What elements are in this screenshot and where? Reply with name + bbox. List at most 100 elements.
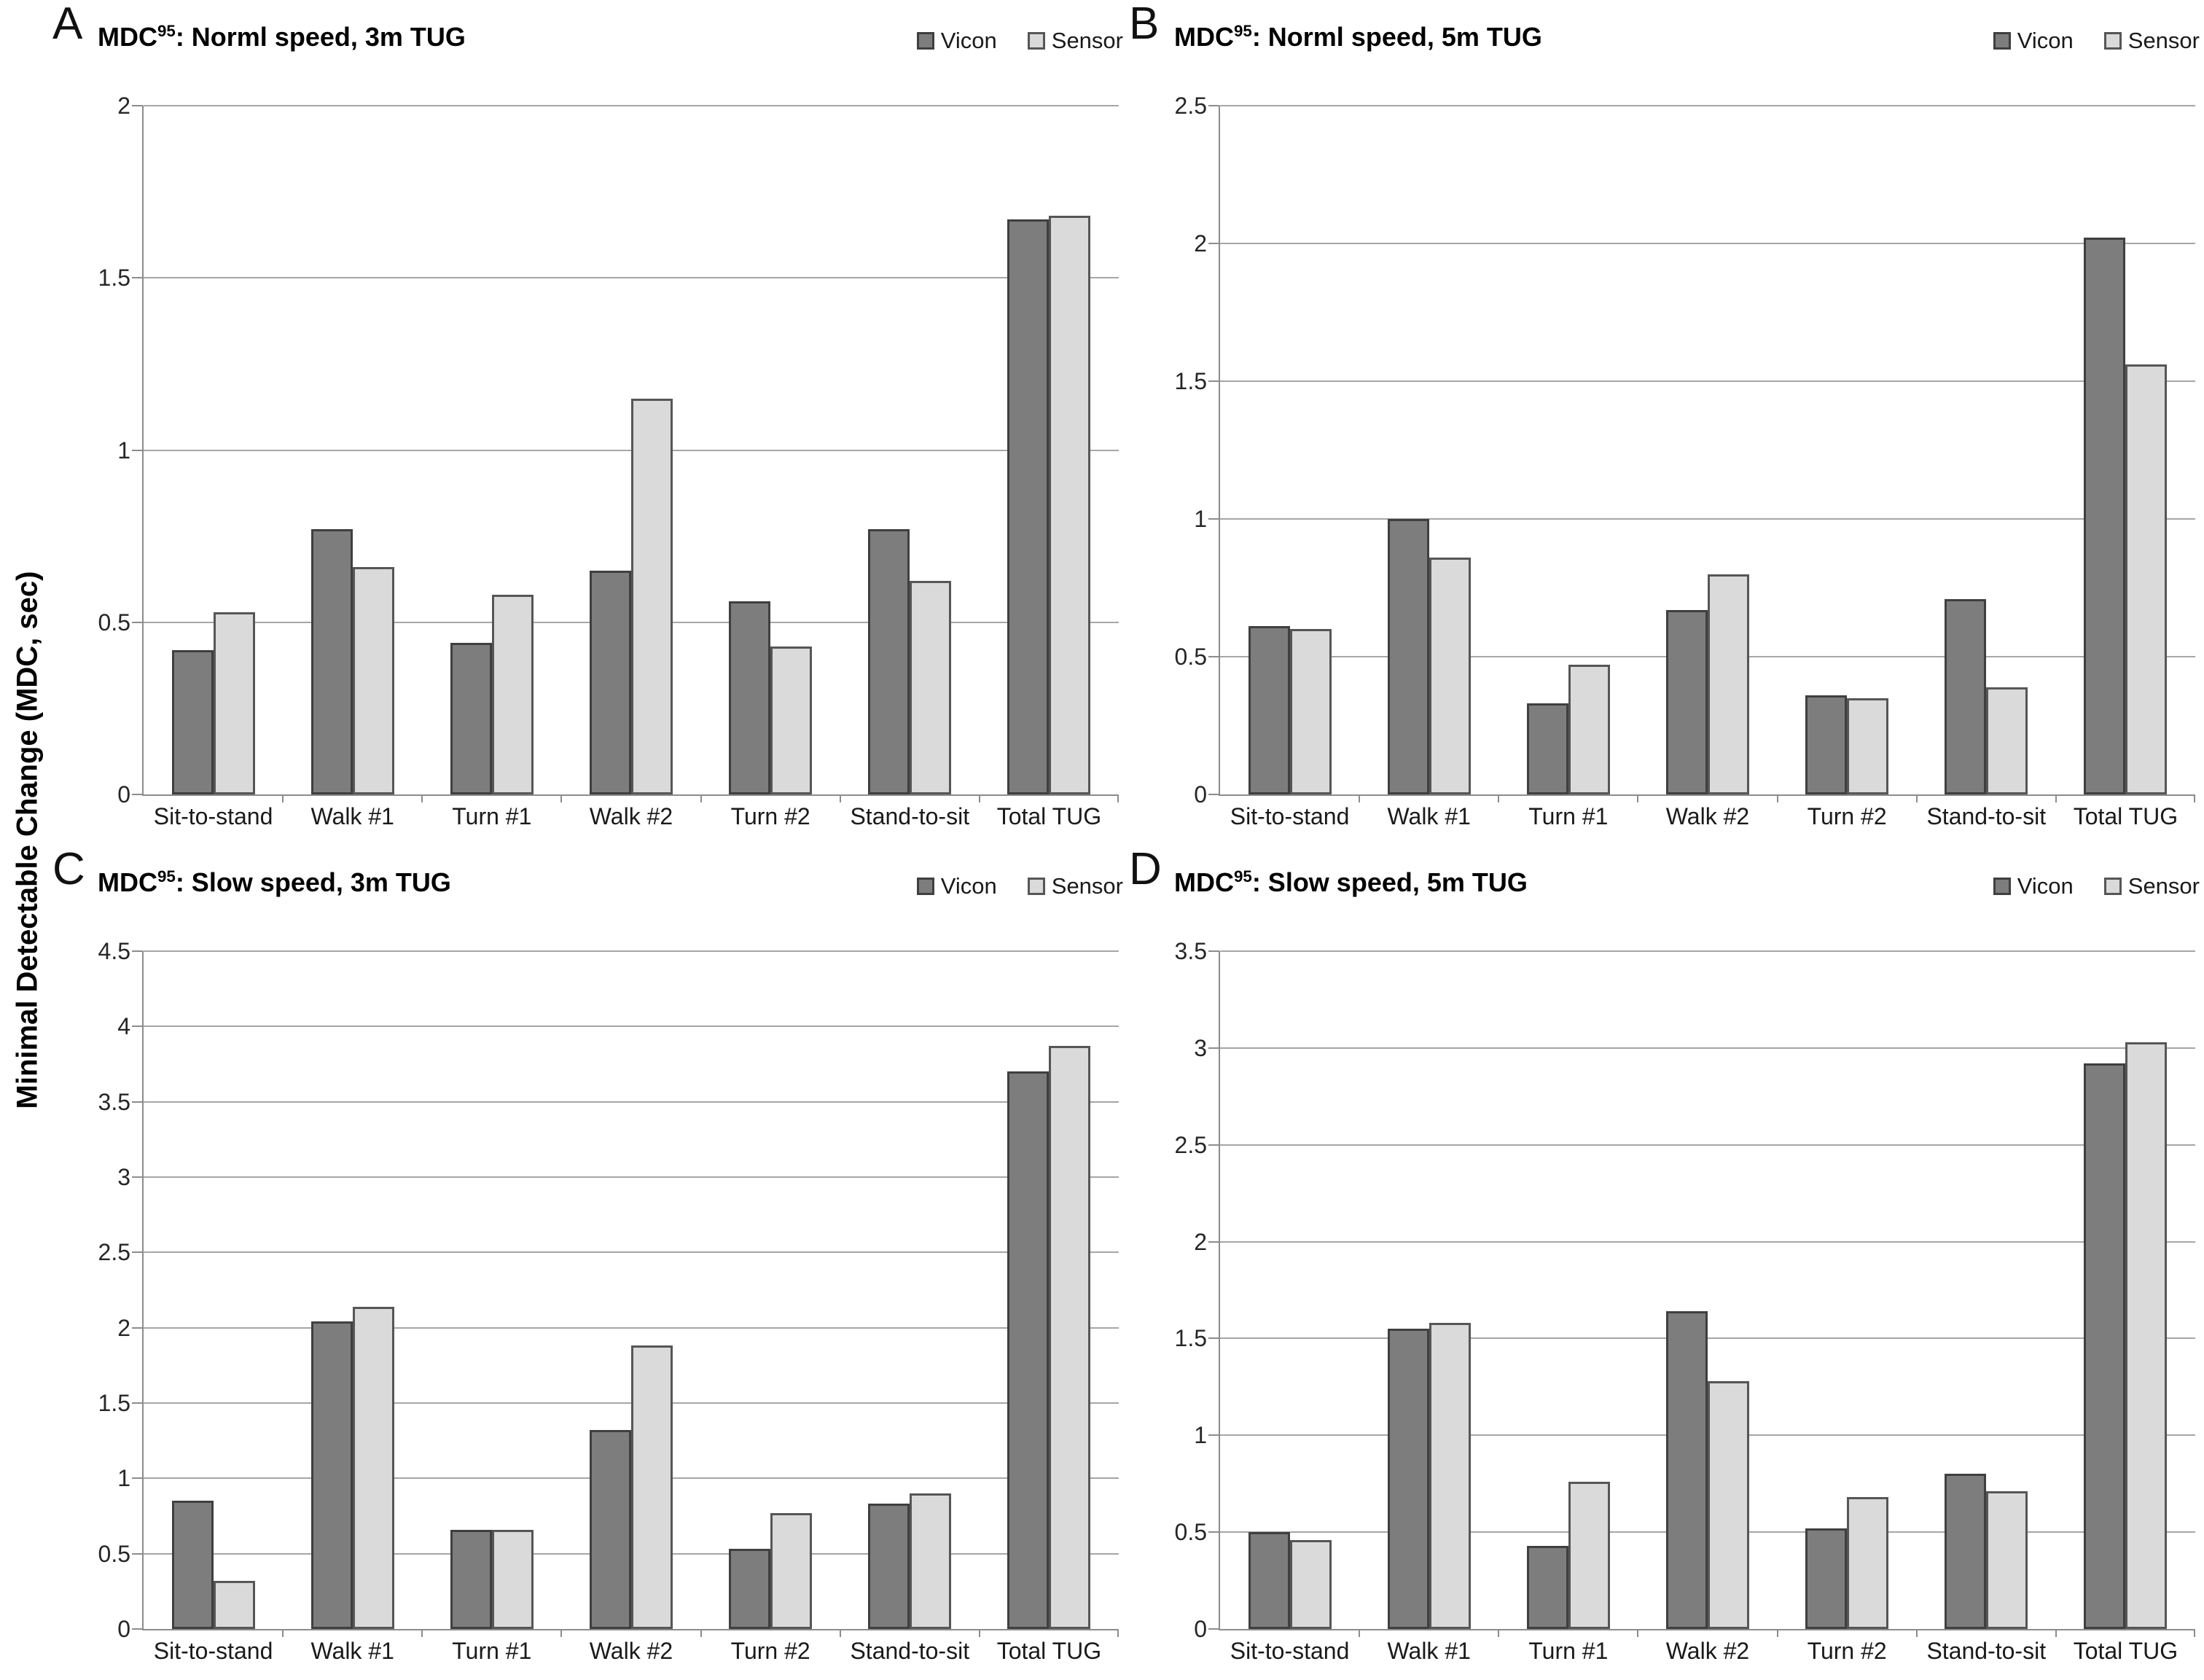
y-tick-label: 0.5	[1174, 644, 1207, 670]
bar-sensor-walk-1	[1429, 557, 1471, 794]
x-tick-mark	[1915, 1629, 1918, 1637]
y-tick-mark	[132, 449, 143, 451]
y-tick-label: 1	[1194, 1422, 1207, 1449]
bar-sensor-stand-to-sit	[910, 1493, 952, 1629]
panel-a: A MDC95: Norml speed, 3m TUG Vicon Senso…	[51, 0, 1128, 845]
legend-item-sensor: Sensor	[1027, 873, 1123, 899]
panel-c: C MDC95: Slow speed, 3m TUG Vicon Sensor…	[51, 845, 1128, 1680]
x-tick-mark	[1637, 1629, 1639, 1637]
x-axis-label: Turn #1	[452, 1638, 532, 1664]
gridline	[1220, 1241, 2195, 1243]
y-tick-label: 4.5	[98, 938, 130, 964]
bar-sensor-total-tug	[2125, 364, 2168, 794]
x-tick-mark	[978, 794, 980, 802]
y-tick-mark	[132, 1552, 143, 1555]
bar-vicon-turn-2	[729, 1549, 771, 1629]
y-tick-label: 1.5	[98, 265, 130, 292]
bar-vicon-sit-to-stand	[171, 649, 214, 794]
y-tick-mark	[132, 1402, 143, 1404]
x-axis-label: Sit-to-stand	[1230, 1638, 1350, 1664]
x-tick-mark	[839, 1629, 841, 1637]
x-axis-label: Walk #1	[310, 803, 394, 829]
bar-sensor-walk-1	[1429, 1323, 1471, 1629]
x-tick-mark	[282, 1629, 284, 1637]
x-axis-label: Turn #2	[1807, 803, 1887, 829]
legend-vicon-label: Vicon	[2017, 873, 2074, 899]
x-axis-label: Sit-to-stand	[1230, 803, 1350, 829]
legend-sensor-swatch-icon	[1027, 878, 1045, 895]
bar-sensor-walk-2	[631, 1345, 673, 1629]
y-tick-label: 0	[117, 1616, 130, 1642]
bar-sensor-total-tug	[2125, 1042, 2168, 1629]
y-axis-title: Minimal Detectable Change (MDC, sec)	[4, 0, 51, 1680]
y-tick-label: 0	[1194, 1616, 1207, 1642]
legend-vicon-swatch-icon	[916, 32, 934, 50]
gridline	[1220, 518, 2195, 520]
y-tick-mark	[1208, 243, 1219, 244]
y-tick-mark	[1208, 656, 1219, 657]
x-tick-mark	[560, 794, 563, 802]
y-tick-mark	[1208, 380, 1219, 382]
x-tick-mark	[839, 794, 841, 802]
gridline	[144, 1176, 1119, 1178]
x-axis-label: Sit-to-stand	[153, 803, 273, 829]
y-tick-mark	[1208, 1434, 1219, 1437]
bar-sensor-stand-to-sit	[910, 581, 952, 794]
x-tick-mark	[978, 1629, 980, 1637]
title-rest: : Norml speed, 5m TUG	[1251, 22, 1542, 52]
x-tick-mark	[1498, 794, 1500, 802]
bar-vicon-walk-1	[1387, 1329, 1429, 1629]
gridline	[144, 950, 1119, 952]
x-axis-label: Walk #2	[1665, 803, 1750, 829]
gridline	[144, 1101, 1119, 1103]
gridline	[1220, 1047, 2195, 1049]
legend-vicon-swatch-icon	[1993, 878, 2011, 895]
y-tick-label: 0.5	[98, 1540, 130, 1567]
bar-sensor-turn-2	[1847, 1497, 1889, 1629]
x-axis-label: Stand-to-sit	[850, 803, 970, 829]
x-tick-mark	[2194, 794, 2195, 802]
y-tick-mark	[1208, 950, 1219, 952]
x-axis-label: Turn #1	[452, 803, 532, 829]
x-tick-mark	[1776, 794, 1778, 802]
y-tick-label: 2.5	[98, 1239, 130, 1266]
y-tick-label: 3.5	[98, 1088, 130, 1115]
bar-sensor-total-tug	[1049, 216, 1091, 794]
plot-area: 0 0.5 1 1.5 2 2.5 3 3.5 Sit-to-stand Walk #1 Turn …	[1175, 938, 2195, 1664]
bar-vicon-turn-1	[1526, 1545, 1568, 1629]
gridline	[144, 277, 1119, 279]
x-axis-label: Walk #2	[1665, 1638, 1750, 1664]
y-tick-label: 1.5	[98, 1390, 130, 1416]
panel-letter: C	[52, 844, 85, 894]
y-tick-mark	[1208, 1531, 1219, 1534]
panel-letter: A	[52, 0, 83, 49]
title-base: MDC	[98, 867, 157, 897]
bar-sensor-sit-to-stand	[213, 612, 255, 794]
panel-title: MDC95: Norml speed, 3m TUG	[98, 22, 466, 52]
legend-sensor-swatch-icon	[1027, 32, 1045, 50]
y-tick-mark	[132, 277, 143, 279]
y-tick-mark	[132, 950, 143, 952]
x-tick-mark	[1637, 794, 1639, 802]
title-rest: : Slow speed, 3m TUG	[175, 867, 451, 897]
legend-vicon-label: Vicon	[940, 873, 997, 899]
legend-vicon-swatch-icon	[916, 878, 934, 895]
y-tick-label: 0	[117, 781, 130, 808]
title-superscript: 95	[1233, 867, 1252, 886]
x-axis-label: Sit-to-stand	[153, 1638, 273, 1664]
legend-sensor-label: Sensor	[1051, 28, 1123, 53]
gridline	[1220, 1144, 2195, 1146]
legend-item-vicon: Vicon	[916, 28, 997, 54]
gridline	[1220, 1337, 2195, 1340]
bar-vicon-total-tug	[1007, 1071, 1050, 1629]
legend-item-sensor: Sensor	[2103, 28, 2200, 54]
bar-vicon-turn-1	[450, 643, 492, 794]
y-tick-mark	[132, 1025, 143, 1028]
y-tick-label: 0.5	[1174, 1519, 1207, 1546]
y-tick-mark	[1208, 105, 1219, 106]
bar-vicon-walk-2	[1666, 609, 1708, 794]
title-superscript: 95	[157, 867, 176, 886]
bar-vicon-stand-to-sit	[868, 1504, 910, 1629]
bar-sensor-stand-to-sit	[1986, 687, 2028, 794]
bar-sensor-walk-1	[352, 1306, 394, 1629]
